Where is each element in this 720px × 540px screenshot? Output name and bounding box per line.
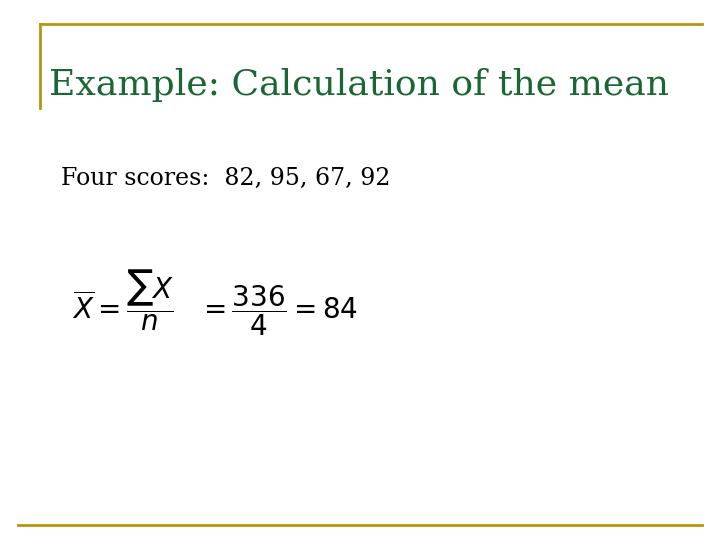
Text: Example: Calculation of the mean: Example: Calculation of the mean — [49, 68, 669, 102]
Text: Four scores:  82, 95, 67, 92: Four scores: 82, 95, 67, 92 — [61, 167, 391, 191]
Text: $\overline{X} = \dfrac{\sum X}{n} \;\;\; = \dfrac{336}{4} = 84$: $\overline{X} = \dfrac{\sum X}{n} \;\;\;… — [72, 267, 358, 338]
